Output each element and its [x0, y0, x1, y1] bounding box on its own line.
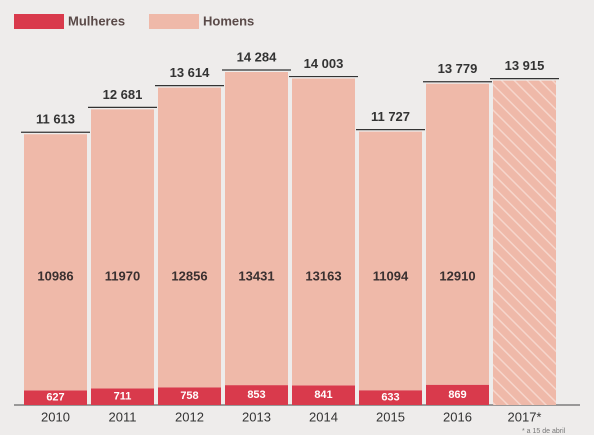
value-label: 11094	[373, 268, 409, 283]
bar-homens	[292, 79, 355, 386]
bar-homens	[225, 72, 288, 385]
x-tick-label: 2017*	[508, 409, 542, 424]
legend-label: Mulheres	[68, 13, 125, 28]
bar-homens	[91, 109, 154, 388]
x-tick-label: 2015	[376, 409, 405, 424]
x-tick-label: 2011	[109, 409, 137, 424]
x-tick-label: 2010	[41, 409, 70, 424]
footnote: * a 15 de abril	[522, 428, 566, 435]
value-label: 627	[46, 392, 64, 404]
total-label: 13 614	[170, 65, 211, 80]
value-label: 13163	[305, 268, 341, 283]
bar-homens	[426, 84, 489, 385]
value-label: 13431	[238, 268, 274, 283]
total-label: 11 727	[371, 109, 410, 124]
bar-homens	[158, 88, 221, 388]
total-label: 12 681	[103, 87, 143, 102]
legend-swatch	[149, 14, 199, 29]
value-label: 841	[314, 389, 332, 401]
x-tick-label: 2012	[175, 409, 204, 424]
value-label: 10986	[37, 268, 73, 283]
total-label: 13 915	[505, 58, 545, 73]
value-label: 633	[381, 392, 399, 404]
x-tick-label: 2013	[242, 409, 271, 424]
value-label: 12856	[171, 268, 207, 283]
total-label: 14 003	[304, 56, 344, 71]
bar-homens	[359, 132, 422, 391]
value-label: 758	[180, 390, 198, 402]
chart: * a 15 de abril Mulheres Homens 627 10986 11…	[0, 0, 594, 435]
value-label: 12910	[439, 268, 475, 283]
total-bar	[493, 81, 556, 405]
legend-swatch	[14, 14, 64, 29]
x-tick-label: 2014	[309, 409, 338, 424]
legend-label: Homens	[203, 13, 254, 28]
value-label: 11970	[105, 268, 140, 283]
value-label: 869	[448, 389, 466, 401]
value-label: 853	[247, 389, 265, 401]
total-label: 11 613	[36, 112, 75, 127]
bar-homens	[24, 134, 87, 390]
total-label: 14 284	[237, 49, 278, 64]
x-tick-label: 2016	[443, 409, 472, 424]
total-label: 13 779	[438, 61, 478, 76]
value-label: 711	[114, 391, 132, 403]
